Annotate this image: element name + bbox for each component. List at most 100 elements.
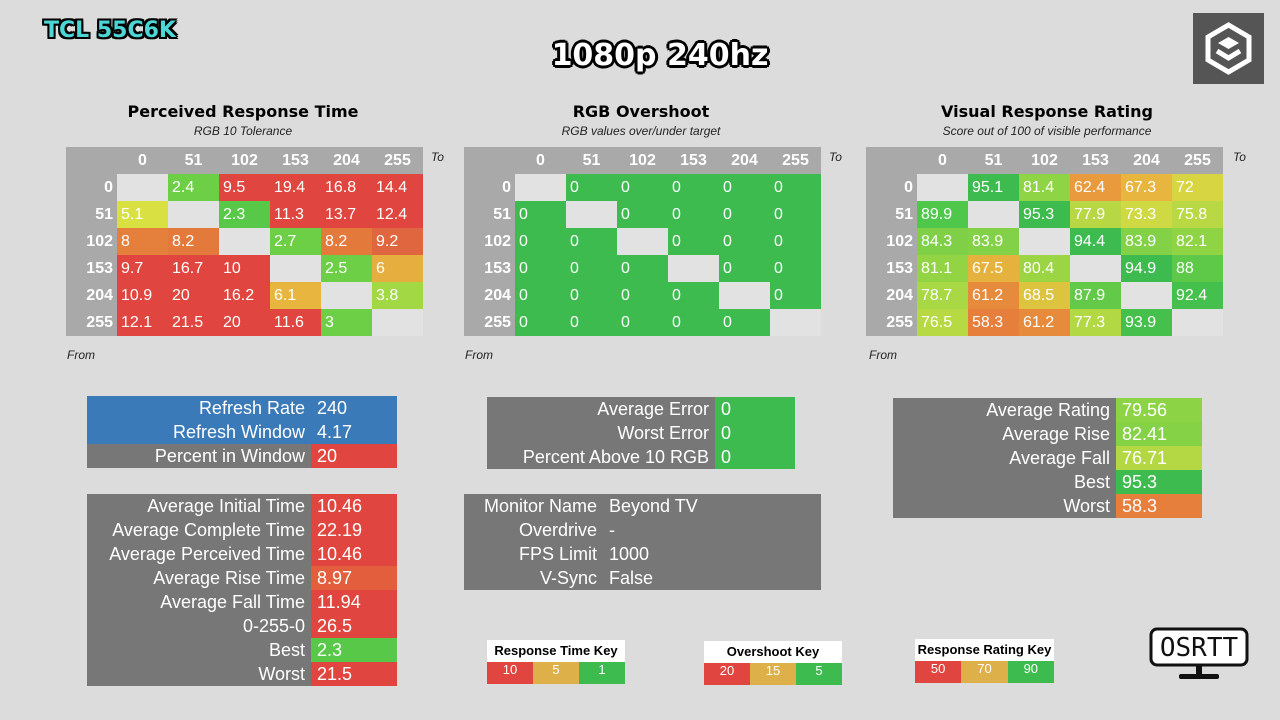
key-title: Response Rating Key (917, 642, 1052, 657)
heatmap-cell: 0 (719, 228, 770, 255)
column-header: 153 (1070, 147, 1121, 174)
stat-value: Beyond TV (603, 494, 821, 518)
heatmap-row: 255 76.5 58.3 61.2 77.3 93.9 (866, 309, 1223, 336)
matrix-subtitle-overshoot: RGB values over/under target (561, 124, 721, 138)
stat-label: Best (893, 470, 1116, 494)
key-title: Response Time Key (494, 643, 618, 658)
matrix-title-response: Perceived Response Time (127, 102, 359, 121)
response-time-key: Response Time Key 10 5 1 (487, 640, 625, 684)
stat-row: Monitor Name Beyond TV (464, 494, 821, 518)
stat-value: 21.5 (311, 662, 397, 686)
column-header: 51 (968, 147, 1019, 174)
key-swatch: 1 (579, 662, 625, 684)
heatmap-cell: 19.4 (270, 174, 321, 201)
row-header: 204 (66, 282, 117, 309)
heatmap-cell: 87.9 (1070, 282, 1121, 309)
key-swatch: 90 (1007, 661, 1054, 683)
stat-value: 0 (715, 421, 795, 445)
heatmap-cell: 73.3 (1121, 201, 1172, 228)
corner-cell (866, 147, 917, 174)
heatmap-cell: 67.3 (1121, 174, 1172, 201)
row-header: 255 (866, 309, 917, 336)
row-header: 0 (464, 174, 515, 201)
stat-label: Average Rise Time (87, 566, 311, 590)
stat-row: Worst 58.3 (893, 494, 1202, 518)
row-header: 0 (866, 174, 917, 201)
heatmap-cell: 16.2 (219, 282, 270, 309)
heatmap-cell: 0 (617, 282, 668, 309)
diagonal-blank-cell (770, 309, 821, 336)
row-header: 102 (464, 228, 515, 255)
heatmap-cell: 0 (668, 282, 719, 309)
heatmap-row: 0 2.4 9.5 19.4 16.8 14.4 (66, 174, 423, 201)
heatmap-cell: 2.4 (168, 174, 219, 201)
heatmap-cell: 0 (719, 309, 770, 336)
heatmap-cell: 68.5 (1019, 282, 1070, 309)
heatmap-cell: 12.1 (117, 309, 168, 336)
heatmap-cell: 3.8 (372, 282, 423, 309)
heatmap-cell: 0 (770, 255, 821, 282)
stat-row: V-Sync False (464, 566, 821, 590)
row-header: 255 (66, 309, 117, 336)
heatmap-cell: 82.1 (1172, 228, 1223, 255)
heatmap-cell: 20 (219, 309, 270, 336)
heatmap-cell: 0 (515, 228, 566, 255)
stat-value: 0 (715, 445, 795, 469)
heatmap-cell: 94.9 (1121, 255, 1172, 282)
row-header: 102 (866, 228, 917, 255)
diagonal-blank-cell (515, 174, 566, 201)
heatmap-cell: 0 (668, 174, 719, 201)
heatmap-row: 51 0 0 0 0 0 (464, 201, 821, 228)
stat-label: Monitor Name (464, 494, 603, 518)
stat-value: 11.94 (311, 590, 397, 614)
heatmap-cell: 13.7 (321, 201, 372, 228)
heatmap-cell: 6 (372, 255, 423, 282)
axis-label-to: To (431, 150, 444, 164)
stat-label: Percent in Window (87, 444, 311, 468)
key-swatch: 10 (487, 662, 533, 684)
stat-label: Average Perceived Time (87, 542, 311, 566)
heatmap-cell: 0 (770, 201, 821, 228)
axis-label-to: To (1233, 150, 1246, 164)
stat-value: - (603, 518, 821, 542)
heatmap-row: 102 8 8.2 2.7 8.2 9.2 (66, 228, 423, 255)
heatmap-cell: 0 (566, 309, 617, 336)
heatmap-cell: 72 (1172, 174, 1223, 201)
heatmap-cell: 0 (566, 255, 617, 282)
stat-row: Average Rating 79.56 (893, 398, 1202, 422)
key-swatch: 50 (915, 661, 962, 683)
key-swatch: 5 (533, 662, 579, 684)
heatmap-row: 51 89.9 95.3 77.9 73.3 75.8 (866, 201, 1223, 228)
key-swatch: 20 (704, 663, 750, 685)
corner-cell (66, 147, 117, 174)
stat-row: Best 95.3 (893, 470, 1202, 494)
row-header: 255 (464, 309, 515, 336)
heatmap-cell: 0 (770, 228, 821, 255)
column-header: 255 (372, 147, 423, 174)
heatmap-cell: 10 (219, 255, 270, 282)
heatmap-cell: 61.2 (1019, 309, 1070, 336)
column-header: 153 (668, 147, 719, 174)
heatmap-cell: 0 (566, 228, 617, 255)
heatmap-cell: 8.2 (168, 228, 219, 255)
heatmap-cell: 67.5 (968, 255, 1019, 282)
heatmap-cell: 6.1 (270, 282, 321, 309)
heatmap-cell: 81.4 (1019, 174, 1070, 201)
stat-row: Average Initial Time 10.46 (87, 494, 397, 518)
key-swatch: 70 (961, 661, 1008, 683)
stat-row: Average Perceived Time 10.46 (87, 542, 397, 566)
heatmap-cell: 81.1 (917, 255, 968, 282)
heatmap-cell: 0 (515, 282, 566, 309)
stat-value: 8.97 (311, 566, 397, 590)
stat-row: Percent in Window 20 (87, 444, 397, 468)
stat-row: Average Fall Time 11.94 (87, 590, 397, 614)
heatmap-cell: 93.9 (1121, 309, 1172, 336)
column-header: 0 (515, 147, 566, 174)
refresh-stats-table: Refresh Rate 240 Refresh Window 4.17 Percent… (87, 396, 397, 468)
stat-row: Best 2.3 (87, 638, 397, 662)
stat-value: 10.46 (311, 494, 397, 518)
diagonal-blank-cell (668, 255, 719, 282)
row-header: 204 (866, 282, 917, 309)
heatmap-cell: 2.3 (219, 201, 270, 228)
